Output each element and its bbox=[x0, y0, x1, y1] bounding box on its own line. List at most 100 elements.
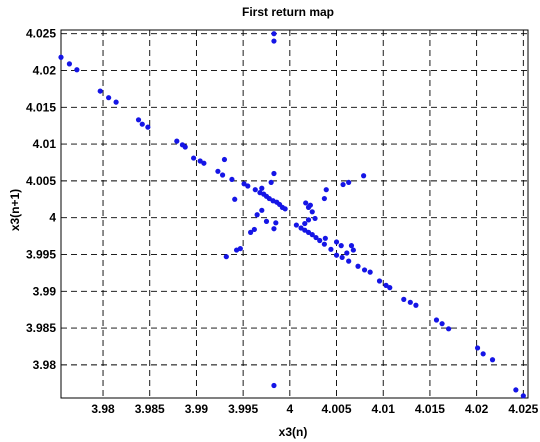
data-point bbox=[66, 61, 73, 67]
data-point bbox=[489, 357, 496, 363]
data-point bbox=[135, 117, 142, 123]
data-point bbox=[201, 160, 207, 166]
y-tick-label: 3.995 bbox=[26, 247, 56, 261]
data-point bbox=[268, 179, 274, 185]
x-tick-label: 4.025 bbox=[508, 402, 538, 416]
x-tick-label: 4.01 bbox=[372, 402, 396, 416]
data-point bbox=[293, 222, 299, 228]
data-point bbox=[346, 258, 352, 264]
data-point bbox=[350, 247, 356, 253]
data-point bbox=[339, 254, 345, 261]
data-point bbox=[259, 185, 265, 191]
data-point bbox=[219, 172, 226, 178]
data-point bbox=[237, 245, 243, 252]
data-point bbox=[254, 212, 260, 218]
data-point bbox=[223, 254, 229, 260]
data-point bbox=[474, 345, 481, 351]
data-point bbox=[338, 243, 344, 249]
y-tick-label: 3.98 bbox=[33, 358, 57, 372]
data-point bbox=[513, 387, 519, 393]
data-point bbox=[433, 317, 440, 323]
data-point bbox=[446, 326, 452, 332]
data-point bbox=[215, 168, 221, 174]
data-point bbox=[271, 382, 277, 389]
data-point bbox=[309, 209, 315, 215]
data-point bbox=[321, 195, 327, 202]
data-point bbox=[401, 296, 407, 302]
data-point bbox=[322, 235, 328, 241]
data-point bbox=[323, 187, 329, 193]
data-point bbox=[139, 121, 145, 127]
data-point bbox=[273, 220, 279, 226]
data-point bbox=[376, 278, 383, 284]
data-point bbox=[387, 285, 393, 291]
data-point bbox=[361, 173, 367, 179]
data-point bbox=[74, 67, 80, 73]
data-point bbox=[333, 239, 340, 245]
x-tick-label: 4.02 bbox=[465, 402, 489, 416]
data-point bbox=[407, 299, 413, 305]
y-tick-label: 4 bbox=[49, 211, 56, 225]
x-tick-label: 3.99 bbox=[185, 402, 209, 416]
data-point bbox=[309, 232, 315, 238]
plot-frame bbox=[60, 29, 529, 399]
y-tick-label: 3.99 bbox=[33, 284, 57, 298]
y-tick-label: 4.005 bbox=[26, 174, 56, 188]
data-point bbox=[305, 217, 312, 223]
chart-title: First return map bbox=[242, 5, 334, 19]
data-point bbox=[106, 95, 112, 101]
data-point bbox=[361, 267, 368, 273]
data-point bbox=[271, 170, 277, 177]
y-tick-label: 4.025 bbox=[26, 27, 56, 41]
x-tick-label: 3.98 bbox=[91, 402, 115, 416]
data-point bbox=[317, 237, 323, 244]
y-tick-label: 4.01 bbox=[33, 137, 57, 151]
x-tick-label: 3.985 bbox=[135, 402, 165, 416]
x-tick-label: 4.005 bbox=[322, 402, 352, 416]
data-point bbox=[263, 218, 270, 224]
data-point bbox=[520, 393, 526, 399]
data-point bbox=[97, 88, 103, 94]
data-point bbox=[355, 263, 361, 269]
x-tick-label: 3.995 bbox=[228, 402, 258, 416]
data-point bbox=[346, 179, 352, 185]
data-point bbox=[367, 269, 373, 275]
data-point bbox=[307, 202, 313, 208]
data-point bbox=[271, 226, 277, 232]
data-point bbox=[245, 183, 251, 189]
data-point bbox=[271, 38, 277, 44]
data-point bbox=[480, 351, 486, 357]
data-point bbox=[302, 220, 308, 227]
x-tick-label: 4 bbox=[286, 402, 293, 416]
data-point bbox=[340, 181, 346, 188]
data-point bbox=[182, 144, 188, 150]
data-point bbox=[344, 250, 350, 256]
data-point bbox=[282, 206, 288, 212]
data-point bbox=[321, 241, 327, 247]
y-axis-label: x3(n+1) bbox=[8, 189, 22, 231]
data-point bbox=[328, 246, 334, 252]
y-tick-label: 4.02 bbox=[33, 63, 57, 77]
data-point bbox=[312, 215, 318, 222]
data-point bbox=[303, 200, 309, 206]
x-tick-labels: 3.98 3.985 3.99 3.995 4 4.005 4.01 4.015 4.02 4.0… bbox=[91, 402, 538, 416]
grid-lines bbox=[61, 30, 528, 398]
data-point bbox=[248, 229, 254, 235]
data-point bbox=[191, 155, 197, 161]
data-point bbox=[145, 124, 151, 130]
data-point bbox=[439, 321, 445, 327]
data-point bbox=[333, 252, 340, 258]
data-point bbox=[259, 207, 265, 213]
data-point bbox=[413, 302, 419, 308]
data-point bbox=[232, 196, 238, 202]
data-point bbox=[271, 31, 277, 37]
x-tick-label: 4.015 bbox=[415, 402, 445, 416]
y-tick-label: 4.015 bbox=[26, 100, 56, 114]
data-point bbox=[58, 54, 64, 60]
data-point bbox=[252, 187, 258, 193]
data-point bbox=[348, 243, 355, 249]
y-tick-label: 3.985 bbox=[26, 321, 56, 335]
data-point bbox=[113, 99, 119, 105]
